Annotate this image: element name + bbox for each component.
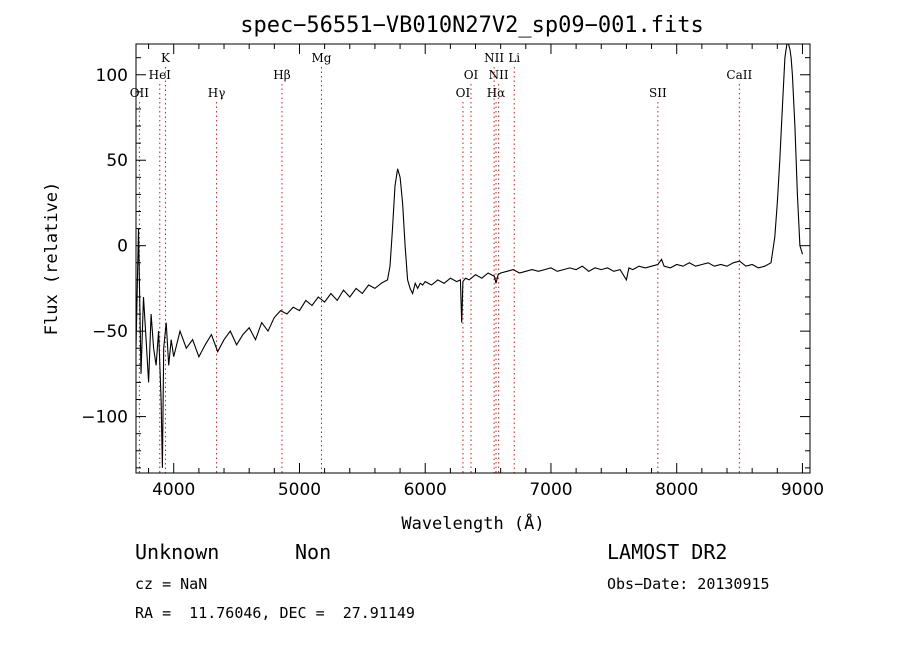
spectral-line-label: Mg [311, 51, 331, 65]
x-tick-label: 6000 [404, 480, 447, 500]
chart-title: spec−56551−VB010N27V2_sp09−001.fits [240, 13, 704, 38]
cz-readout: cz = NaN [135, 575, 208, 593]
y-tick-label: −100 [81, 408, 128, 428]
spectral-line-label: OI [464, 68, 479, 82]
coordinates-readout: RA = 11.76046, DEC = 27.91149 [135, 604, 415, 622]
x-tick-label: 9000 [781, 480, 824, 500]
class-label: Unknown [135, 540, 220, 564]
spectral-line-label: NII [484, 51, 504, 65]
x-tick-label: 5000 [278, 480, 321, 500]
spectrum-series-line [136, 44, 804, 468]
y-axis-label: Flux (relative) [42, 182, 62, 336]
y-tick-label: 50 [106, 151, 128, 171]
spectral-line-label: OI [456, 86, 471, 100]
y-tick-label: 0 [117, 237, 128, 257]
spectral-line-label: OII [130, 86, 150, 100]
x-tick-label: 7000 [529, 480, 572, 500]
spectral-line-label: Hα [487, 86, 506, 100]
spectral-lines-layer: OII K HeI Hγ Hβ Mg OI OI NII Hα NII Li SII CaII [130, 51, 752, 473]
spectral-line-label: CaII [726, 68, 752, 82]
spectral-line-label: HeI [149, 68, 172, 82]
spectral-line-label: Li [508, 51, 520, 65]
x-tick-label: 4000 [152, 480, 195, 500]
y-tick-label: 100 [96, 66, 128, 86]
subclass-label: Non [295, 540, 332, 564]
survey-label: LAMOST DR2 [607, 540, 728, 564]
spectral-line-label: K [161, 51, 171, 65]
x-tick-label: 8000 [655, 480, 698, 500]
y-tick-label: −50 [92, 322, 128, 342]
axis-ticks: 4000 5000 6000 7000 8000 9000 −100 −50 0 50 100 [81, 44, 824, 500]
x-axis-label: Wavelength (Å) [401, 512, 544, 534]
spectral-line-label: SII [649, 86, 667, 100]
spectral-line-label: Hγ [208, 86, 226, 100]
obs-date-readout: Obs−Date: 20130915 [607, 575, 770, 593]
plot-frame [135, 43, 811, 474]
spectral-line-label: NII [489, 68, 509, 82]
spectral-line-label: Hβ [273, 68, 290, 82]
